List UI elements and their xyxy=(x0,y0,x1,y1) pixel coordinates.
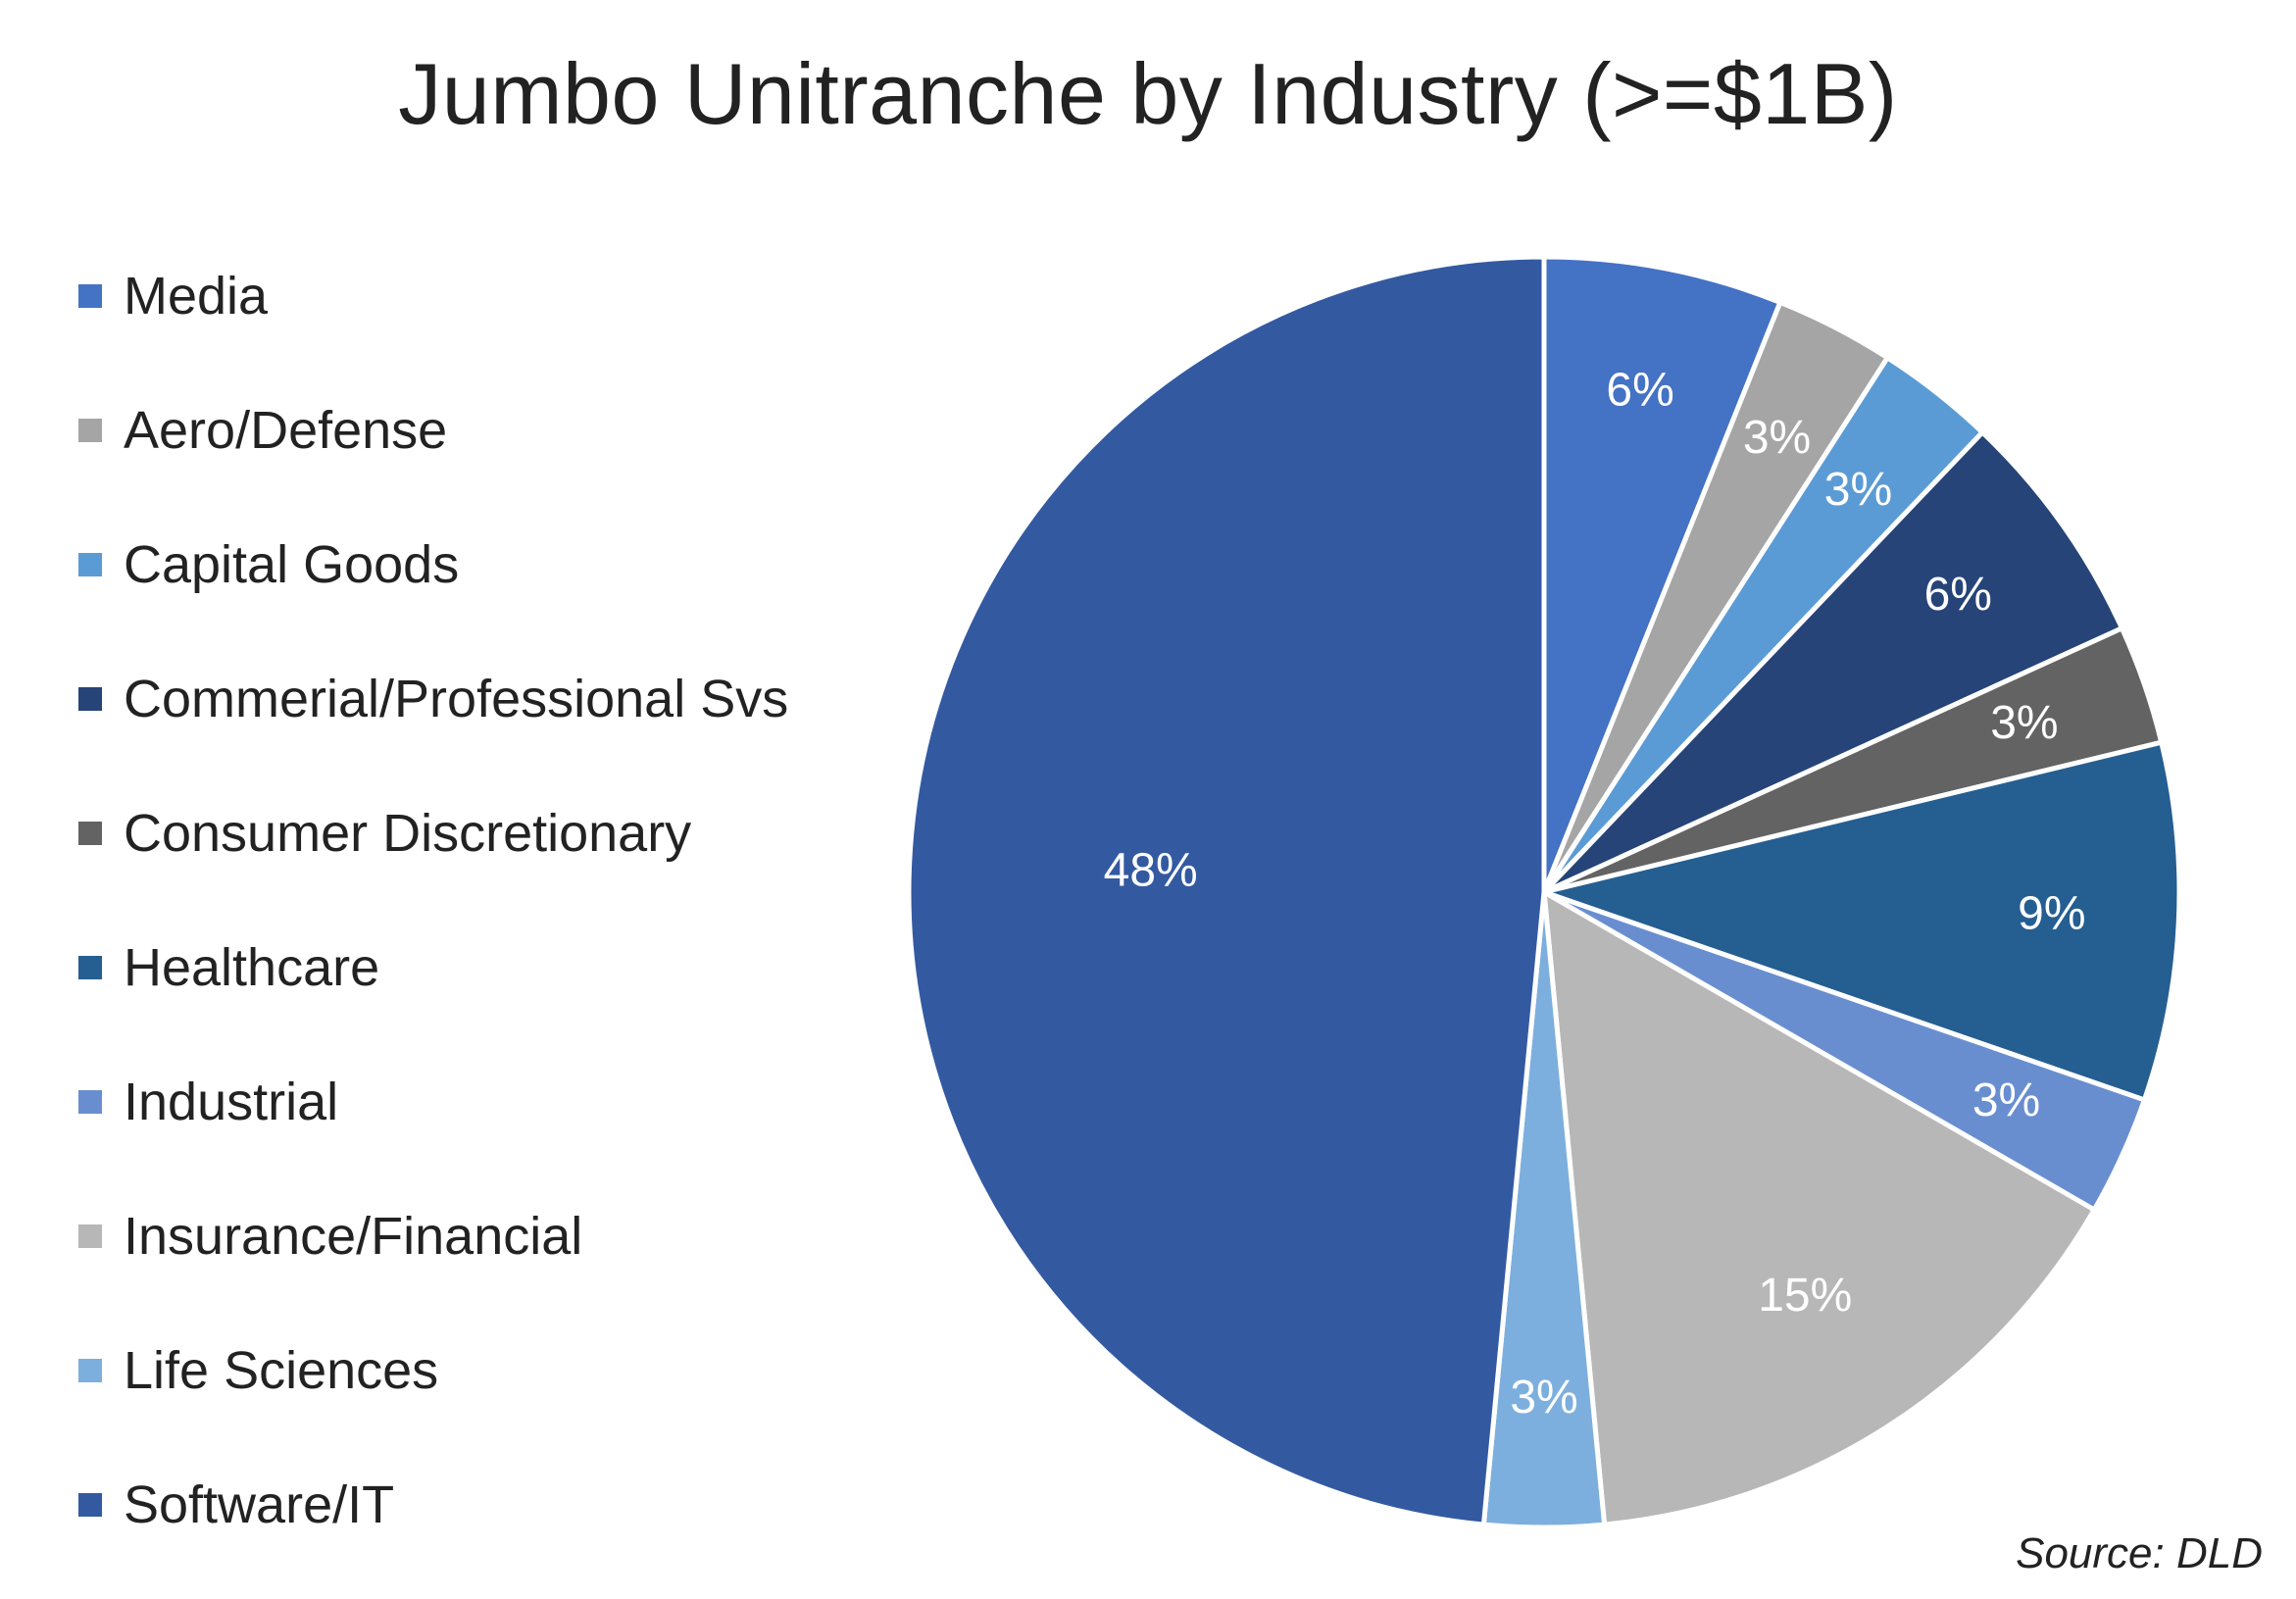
legend-label: Healthcare xyxy=(124,938,380,997)
legend-item: Aero/Defense xyxy=(78,391,447,470)
legend-swatch xyxy=(78,1493,102,1517)
legend-label: Media xyxy=(124,267,269,325)
data-label: 3% xyxy=(1972,1074,2040,1126)
pie-slice xyxy=(1541,254,1783,895)
legend-swatch xyxy=(78,284,102,308)
legend-swatch xyxy=(78,822,102,845)
legend-label: Capital Goods xyxy=(124,535,460,594)
pie-slice xyxy=(906,254,1547,1527)
legend-swatch xyxy=(78,1359,102,1382)
legend-item: Commerial/Professional Svs xyxy=(78,660,788,738)
data-label: 48% xyxy=(1104,845,1198,897)
chart-title: Jumbo Unitranche by Industry (>=$1B) xyxy=(398,45,1898,142)
legend-item: Consumer Discretionary xyxy=(78,794,691,873)
data-label: 3% xyxy=(1990,697,2058,749)
legend-swatch xyxy=(78,1090,102,1114)
data-label: 6% xyxy=(1924,569,1992,621)
legend-item: Software/IT xyxy=(78,1466,394,1544)
legend-item: Insurance/Financial xyxy=(78,1197,582,1275)
pie-slice xyxy=(1541,429,2124,895)
pie-slice xyxy=(1541,739,2182,1103)
legend-item: Healthcare xyxy=(78,928,379,1007)
legend-label: Commerial/Professional Svs xyxy=(124,670,789,728)
legend-item: Media xyxy=(78,257,268,335)
legend-item: Capital Goods xyxy=(78,525,459,604)
legend-label: Consumer Discretionary xyxy=(124,804,692,863)
legend-label: Industrial xyxy=(124,1073,339,1131)
legend-item: Life Sciences xyxy=(78,1331,438,1410)
pie-slice xyxy=(1541,889,2097,1527)
legend-swatch xyxy=(78,956,102,979)
data-label: 15% xyxy=(1758,1270,1852,1322)
legend-swatch xyxy=(78,687,102,711)
data-label: 9% xyxy=(2018,887,2085,939)
legend-label: Aero/Defense xyxy=(124,401,448,460)
legend-label: Software/IT xyxy=(124,1475,395,1534)
data-label: 3% xyxy=(1510,1372,1577,1424)
data-label: 3% xyxy=(1743,412,1811,464)
data-label: 3% xyxy=(1824,464,1892,516)
source-note: Source: DLD xyxy=(2016,1529,2263,1577)
legend-swatch xyxy=(78,419,102,442)
legend-item: Industrial xyxy=(78,1063,338,1141)
data-label: 6% xyxy=(1606,365,1673,417)
legend-label: Life Sciences xyxy=(124,1341,439,1400)
legend-swatch xyxy=(78,1224,102,1248)
legend-swatch xyxy=(78,553,102,576)
legend-label: Insurance/Financial xyxy=(124,1207,583,1266)
